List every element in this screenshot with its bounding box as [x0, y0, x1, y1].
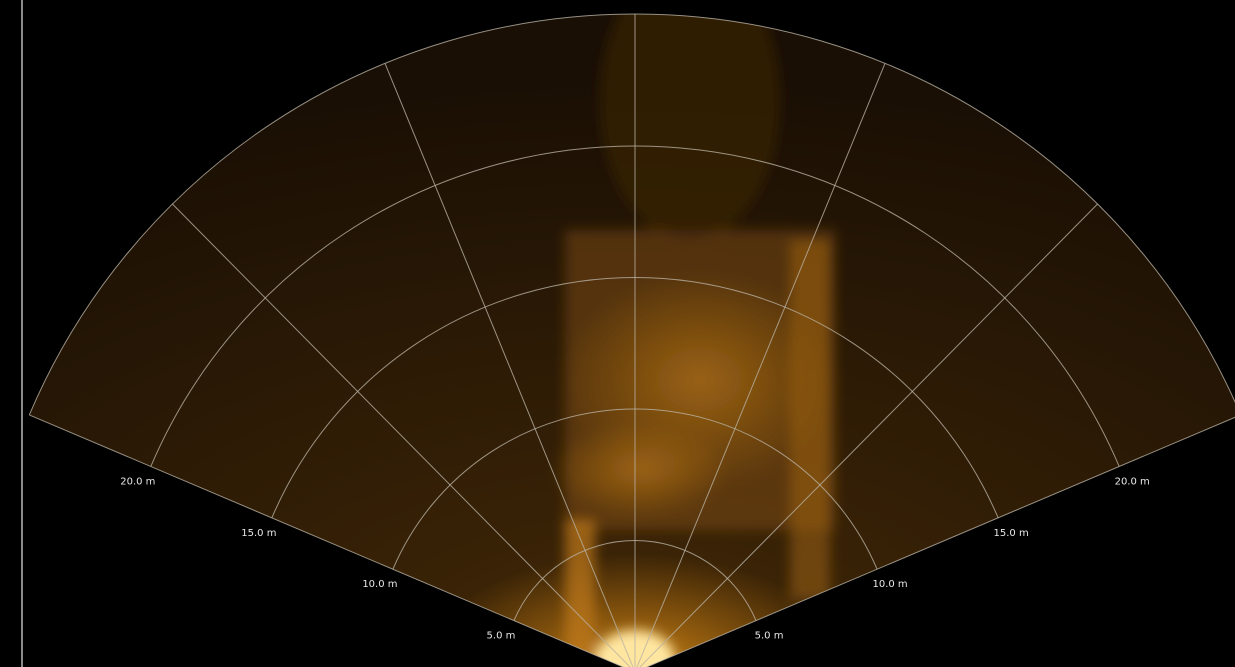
sonar-returns	[550, 14, 840, 667]
outer-arc	[28, 13, 1235, 416]
range-label: 15.0 m	[994, 528, 1029, 539]
range-label: 5.0 m	[487, 631, 516, 642]
bearing-line	[172, 203, 631, 667]
range-ring	[392, 408, 878, 570]
range-ring	[150, 145, 1120, 467]
range-label: 20.0 m	[1115, 476, 1150, 487]
range-label: 10.0 m	[362, 579, 397, 590]
range-ring	[271, 277, 999, 519]
bearing-line	[645, 416, 1235, 667]
range-label: 10.0 m	[872, 579, 907, 590]
range-label: 15.0 m	[241, 528, 276, 539]
bearing-line	[29, 414, 625, 667]
bearing-line	[384, 63, 634, 667]
bearing-line	[636, 63, 886, 667]
range-label: 20.0 m	[120, 476, 155, 487]
grid: 5.0 m 5.0 m 10.0 m 10.0 m 15.0 m 15.0 m 20.0 m…	[28, 13, 1235, 667]
range-ring	[513, 540, 757, 621]
bearing-line	[639, 203, 1098, 667]
range-label: 5.0 m	[755, 631, 784, 642]
